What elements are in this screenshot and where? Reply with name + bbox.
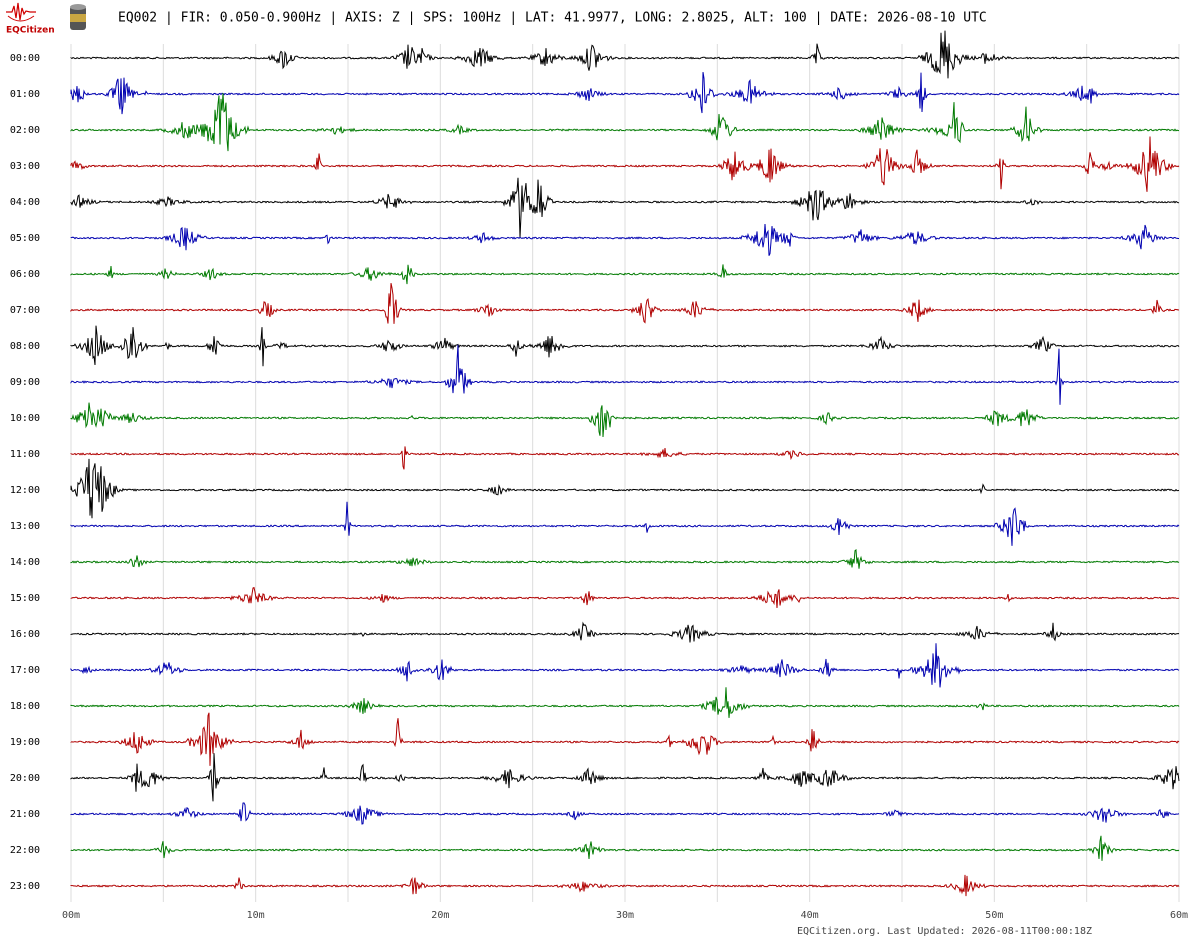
hour-label: 04:00 <box>10 197 40 208</box>
hour-label: 07:00 <box>10 305 40 316</box>
hour-label: 16:00 <box>10 629 40 640</box>
logo-text: EQCitizen <box>6 26 55 36</box>
title: EQ002 | FIR: 0.050-0.900Hz | AXIS: Z | S… <box>118 11 987 26</box>
trace <box>70 283 1180 324</box>
hour-label: 13:00 <box>10 521 40 532</box>
trace <box>70 621 1180 643</box>
sensor-icon <box>70 4 86 30</box>
hour-label: 18:00 <box>10 701 40 712</box>
hour-label: 02:00 <box>10 125 40 136</box>
x-tick-label: 10m <box>247 910 265 921</box>
hour-label: 19:00 <box>10 737 40 748</box>
hour-label: 03:00 <box>10 161 40 172</box>
hour-label: 22:00 <box>10 845 40 856</box>
x-tick-label: 60m <box>1170 910 1188 921</box>
trace <box>70 72 1180 115</box>
hour-label: 15:00 <box>10 593 40 604</box>
trace <box>70 402 1180 438</box>
trace <box>70 802 1180 825</box>
trace <box>70 586 1180 609</box>
x-tick-label: 20m <box>431 910 449 921</box>
x-tick-label: 40m <box>801 910 819 921</box>
trace <box>70 712 1180 766</box>
trace <box>70 874 1180 897</box>
hour-label: 11:00 <box>10 449 40 460</box>
hour-label: 05:00 <box>10 233 40 244</box>
trace <box>70 177 1180 238</box>
footer: EQCitizen.org. Last Updated: 2026-08-11T… <box>797 926 1092 937</box>
trace <box>70 325 1180 367</box>
trace <box>70 835 1180 861</box>
hour-label: 10:00 <box>10 413 40 424</box>
trace <box>70 458 1180 519</box>
hour-label: 12:00 <box>10 485 40 496</box>
trace <box>70 223 1179 256</box>
trace <box>70 687 1180 718</box>
trace <box>70 548 1180 569</box>
hour-label: 21:00 <box>10 809 40 820</box>
trace <box>70 136 1180 192</box>
trace <box>70 501 1180 546</box>
hour-label: 20:00 <box>10 773 40 784</box>
trace <box>70 264 1180 285</box>
hour-label: 14:00 <box>10 557 40 568</box>
trace <box>70 446 1180 470</box>
trace <box>70 643 1180 688</box>
logo-icon <box>6 2 36 22</box>
trace <box>70 753 1180 802</box>
hour-label: 09:00 <box>10 377 40 388</box>
hour-label: 08:00 <box>10 341 40 352</box>
hour-label: 00:00 <box>10 53 40 64</box>
trace <box>70 93 1180 152</box>
hour-label: 23:00 <box>10 881 40 892</box>
trace <box>70 30 1180 79</box>
trace <box>70 344 1180 405</box>
hour-label: 17:00 <box>10 665 40 676</box>
x-tick-label: 30m <box>616 910 634 921</box>
hour-label: 06:00 <box>10 269 40 280</box>
x-tick-label: 50m <box>985 910 1003 921</box>
hour-label: 01:00 <box>10 89 40 100</box>
x-tick-label: 00m <box>62 910 80 921</box>
